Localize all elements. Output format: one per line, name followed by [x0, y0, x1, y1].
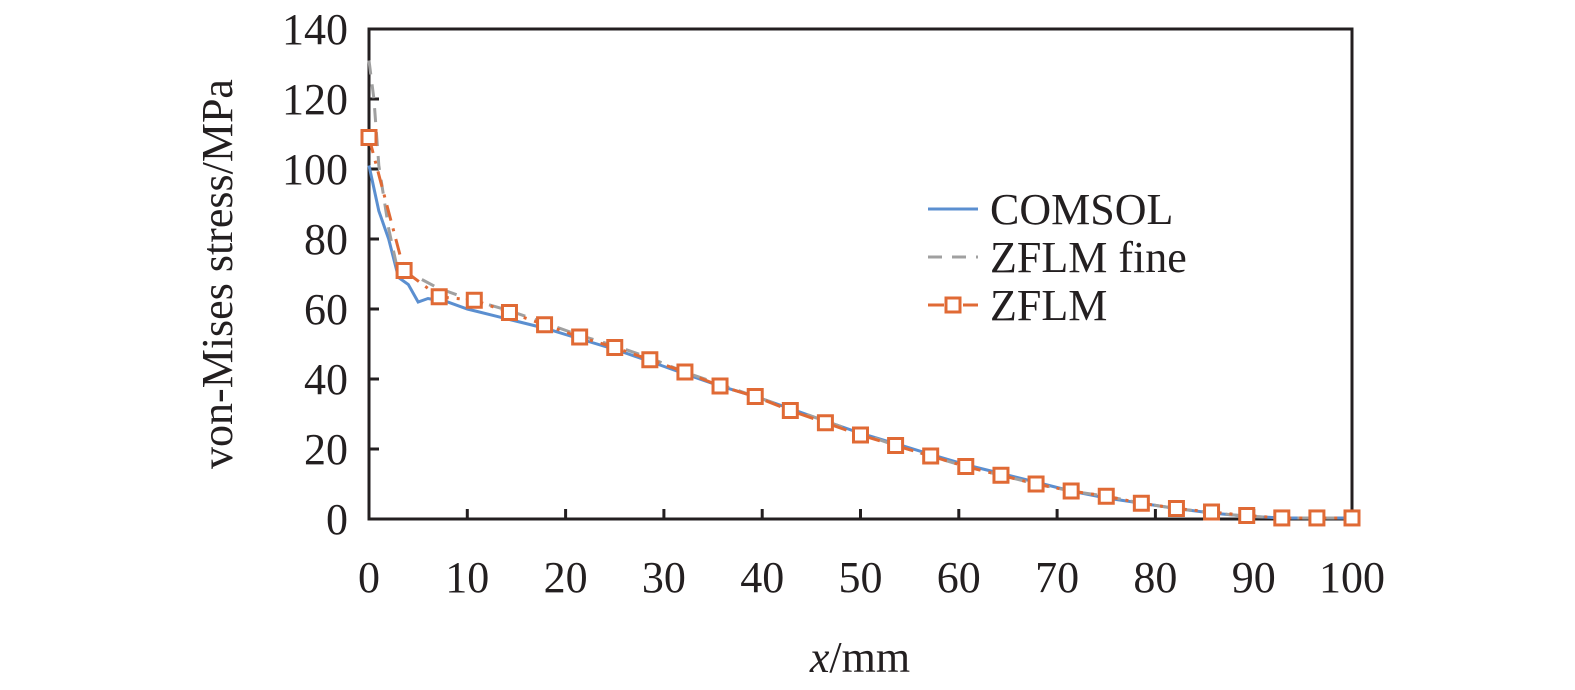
data-point-marker — [1062, 482, 1080, 500]
x-tick-label: 80 — [1133, 553, 1177, 602]
data-point-marker — [1273, 509, 1291, 527]
x-tick-label: 30 — [642, 553, 686, 602]
x-tick-label: 0 — [358, 553, 380, 602]
data-point-marker — [887, 437, 905, 454]
data-point-marker — [1097, 487, 1115, 505]
data-point-marker — [957, 458, 975, 475]
data-point-marker — [641, 351, 659, 369]
series-line-zflm — [367, 137, 1352, 520]
y-tick-label: 80 — [304, 215, 348, 264]
data-point-marker — [465, 291, 483, 309]
x-axis-label: x/mm — [809, 633, 910, 682]
y-tick-label: 140 — [282, 5, 348, 54]
x-tick-label: 10 — [445, 553, 489, 602]
data-point-marker — [852, 426, 869, 444]
series-line-comsol — [367, 165, 1352, 520]
y-tick-label: 60 — [304, 285, 348, 334]
data-point-marker — [1343, 509, 1361, 527]
y-tick-label: 0 — [326, 495, 348, 544]
y-tick-label: 120 — [282, 75, 348, 124]
data-point-marker — [711, 377, 729, 395]
data-point-marker — [781, 402, 799, 419]
data-point-marker — [992, 466, 1010, 484]
x-tick-label: 90 — [1232, 553, 1276, 602]
data-point-marker — [816, 414, 834, 432]
data-point-marker — [606, 339, 624, 356]
data-point-marker — [1132, 494, 1150, 512]
data-point-marker — [1238, 507, 1256, 524]
legend-swatch-marker — [944, 296, 962, 314]
data-point-marker — [746, 388, 764, 405]
y-tick-label: 100 — [282, 145, 348, 194]
y-axis-label: von-Mises stress/MPa — [193, 79, 242, 469]
x-tick-label: 20 — [544, 553, 588, 602]
x-tick-label: 70 — [1035, 553, 1079, 602]
plot-frame — [367, 27, 1354, 521]
data-point-marker — [922, 447, 940, 465]
x-tick-label: 40 — [740, 553, 784, 602]
y-tick-label: 20 — [304, 425, 348, 474]
y-tick-label: 40 — [304, 355, 348, 404]
data-point-marker — [1167, 500, 1185, 517]
x-tick-label: 100 — [1319, 553, 1385, 602]
data-point-marker — [395, 262, 413, 279]
data-point-marker — [676, 363, 694, 381]
data-point-marker — [430, 288, 448, 306]
data-point-marker — [500, 304, 518, 321]
series-line-zflm-fine — [367, 60, 1352, 520]
legend-label: COMSOL — [990, 185, 1173, 234]
data-point-marker — [571, 328, 589, 346]
legend-label: ZFLM — [990, 281, 1107, 330]
data-point-marker — [536, 316, 554, 334]
x-tick-label: 60 — [937, 553, 981, 602]
data-point-marker — [1203, 503, 1221, 521]
data-point-marker — [1027, 475, 1045, 493]
data-point-marker — [360, 129, 378, 146]
data-point-marker — [1308, 509, 1326, 527]
legend-label: ZFLM fine — [990, 233, 1187, 282]
x-tick-label: 50 — [839, 553, 883, 602]
